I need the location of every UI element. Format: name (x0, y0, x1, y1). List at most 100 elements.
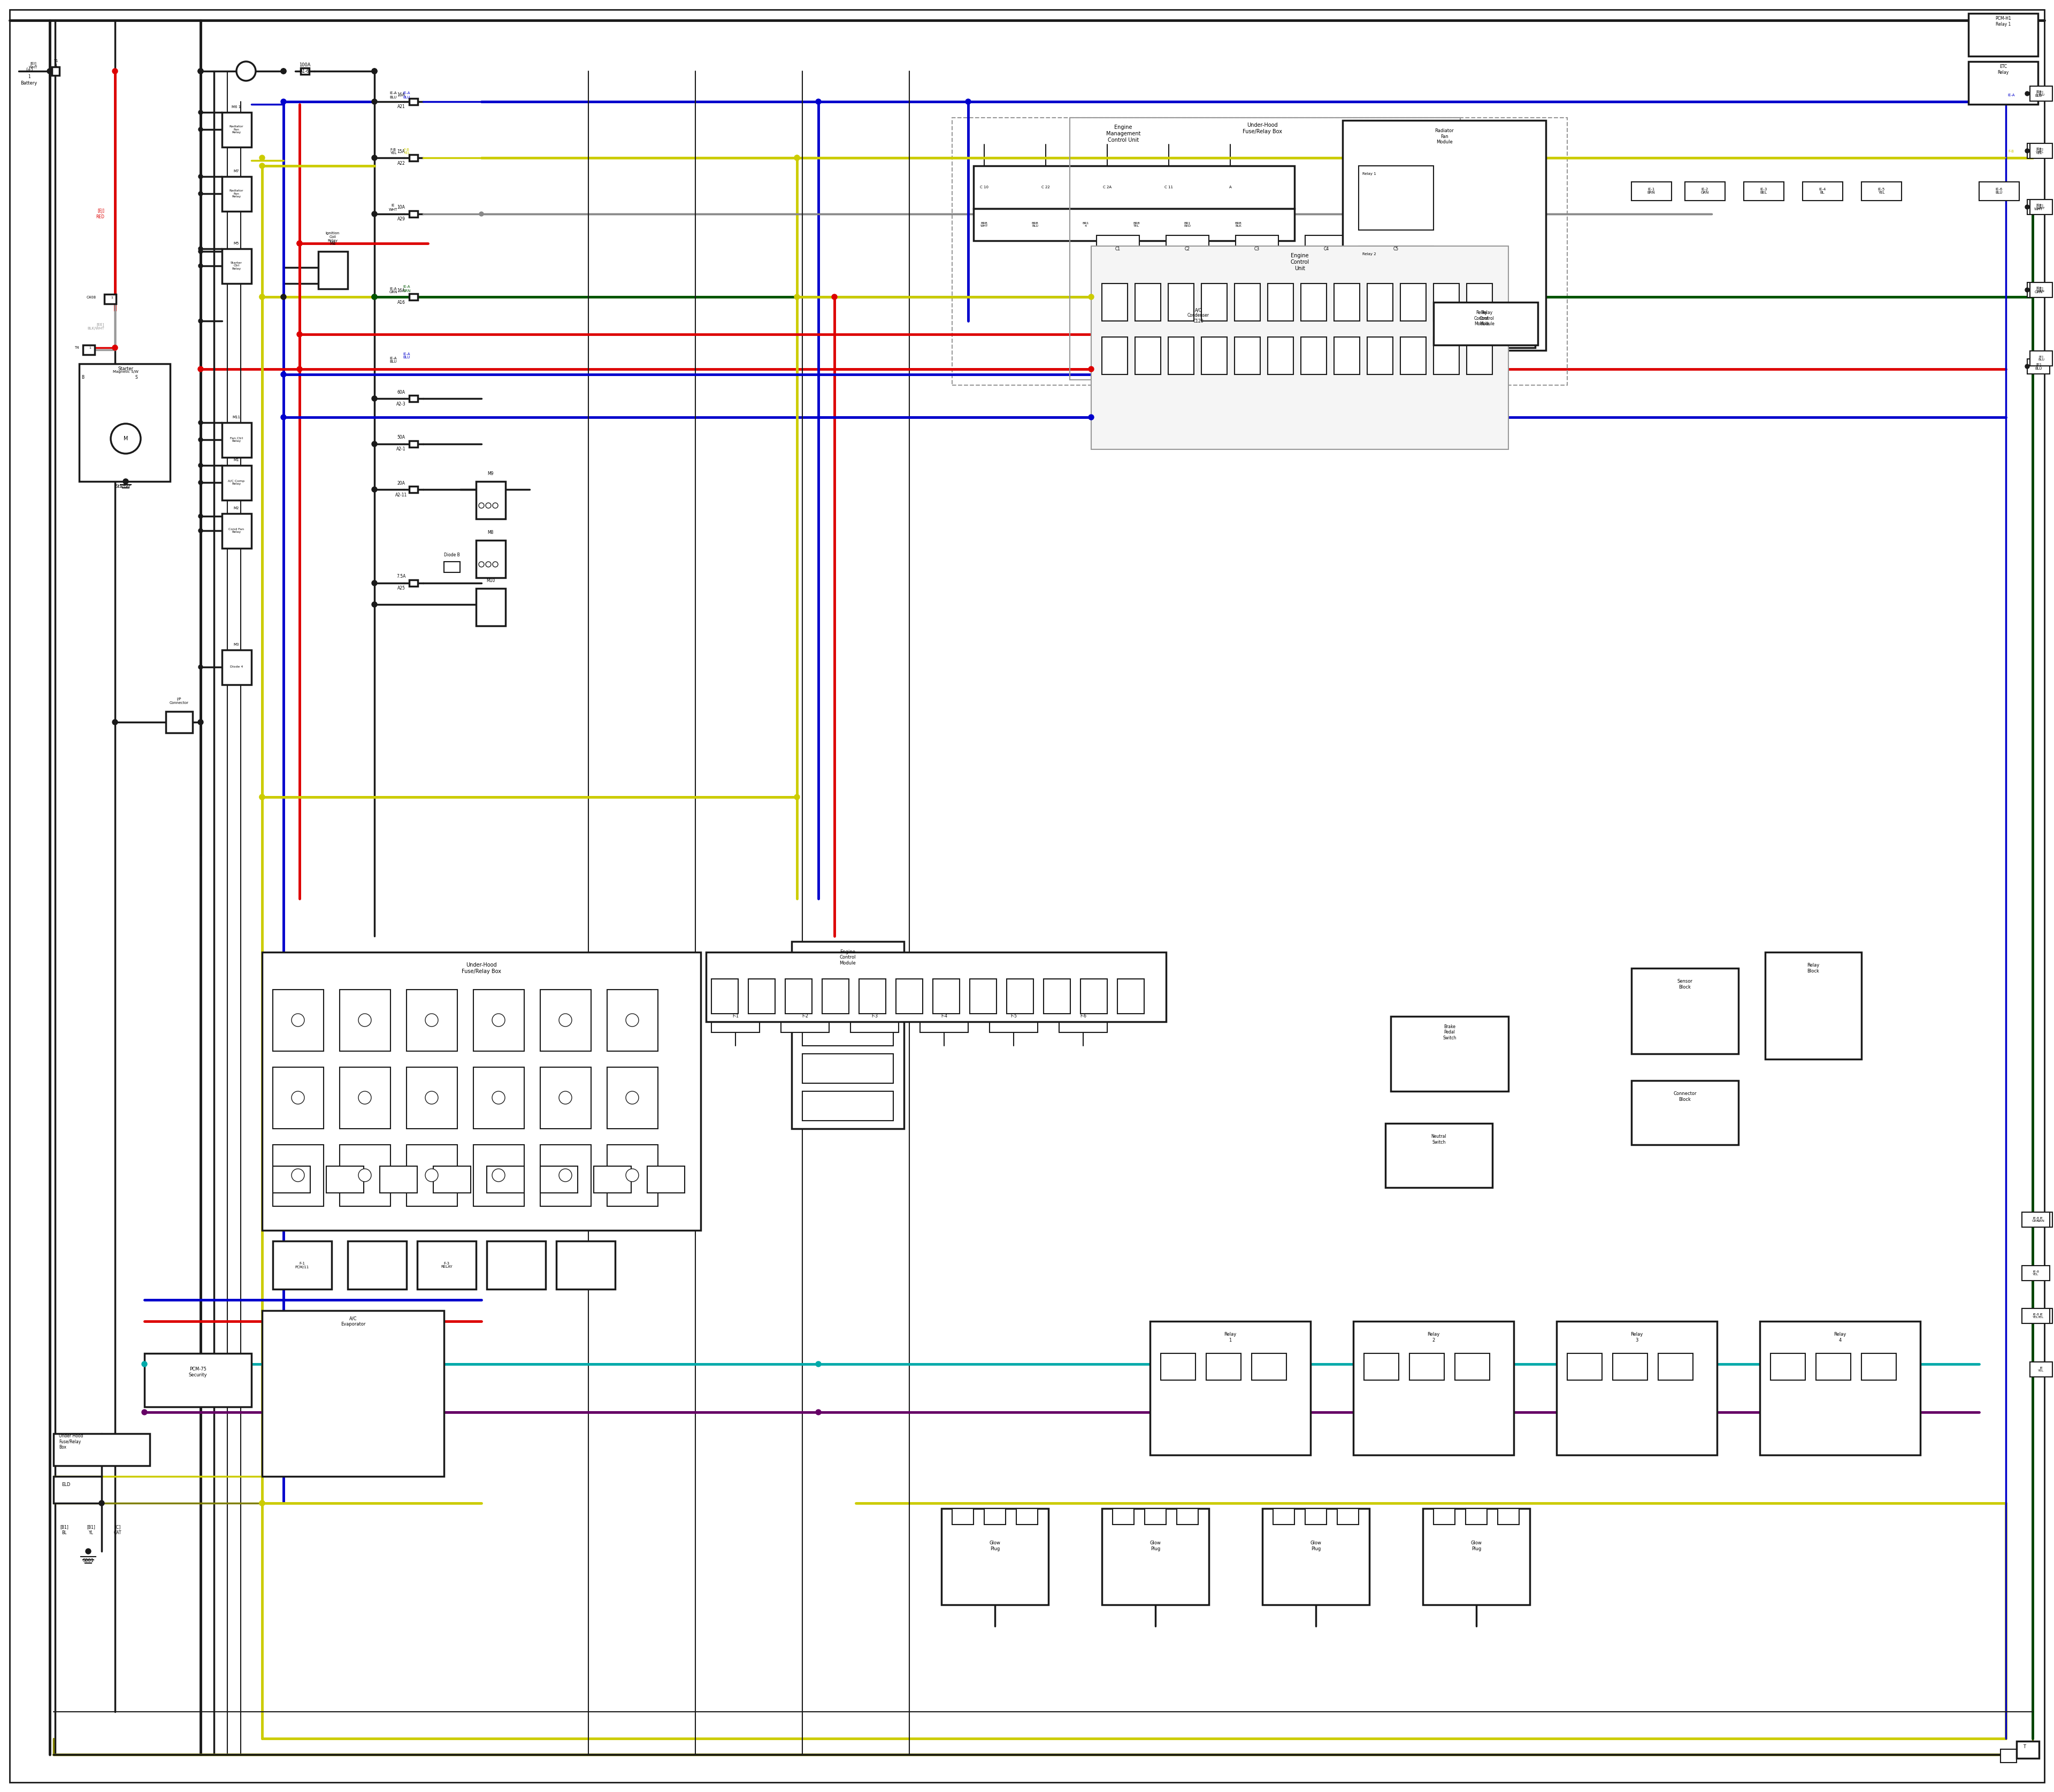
Text: Engine
Control
Module: Engine Control Module (840, 950, 857, 966)
Bar (1358, 167, 1434, 229)
Bar (1631, 181, 1672, 201)
Bar (1202, 337, 1226, 375)
Bar (222, 113, 251, 147)
Text: M1: M1 (234, 459, 238, 462)
Text: [E]
BLU: [E] BLU (2038, 91, 2044, 97)
Circle shape (372, 99, 378, 104)
Text: M6 1: M6 1 (232, 106, 240, 109)
Bar (803, 978, 893, 1009)
Bar (222, 249, 251, 283)
Text: Diode B: Diode B (444, 554, 460, 557)
Bar (1434, 337, 1458, 375)
Bar (1177, 1509, 1197, 1525)
Bar (1658, 1353, 1692, 1380)
Bar (2029, 86, 2052, 100)
Circle shape (1089, 366, 1095, 371)
Text: Cond Fan
Relay: Cond Fan Relay (228, 529, 244, 534)
Bar (647, 1167, 684, 1193)
Bar (1368, 337, 1393, 375)
Circle shape (281, 294, 286, 299)
Text: A22: A22 (396, 161, 405, 165)
Bar (1968, 61, 2038, 104)
Bar (711, 978, 737, 1014)
Text: Radiator
Fan
Relay: Radiator Fan Relay (230, 190, 244, 199)
Bar (2029, 351, 2052, 366)
Text: PCM-H1
Relay 1: PCM-H1 Relay 1 (1994, 16, 2011, 27)
Text: Relay
Control
Module: Relay Control Module (1475, 310, 1489, 326)
Circle shape (815, 99, 822, 104)
Circle shape (259, 794, 265, 799)
Bar (1364, 1353, 1399, 1380)
Circle shape (236, 61, 255, 81)
Bar (822, 978, 848, 1014)
Bar (1401, 283, 1425, 321)
Text: B: B (82, 375, 84, 380)
Text: C 2A: C 2A (1103, 186, 1111, 188)
Text: M3: M3 (234, 643, 238, 647)
Bar (222, 514, 251, 548)
Bar (1070, 118, 1460, 380)
Bar (1304, 235, 1347, 262)
Bar (1567, 1353, 1602, 1380)
Bar (1150, 1321, 1310, 1455)
Circle shape (113, 68, 117, 73)
Circle shape (259, 294, 265, 299)
Text: A/C
Evaporator: A/C Evaporator (341, 1315, 366, 1326)
Text: 16A: 16A (396, 93, 405, 97)
Bar (1333, 283, 1360, 321)
Circle shape (113, 346, 117, 351)
Bar (1612, 1353, 1647, 1380)
Text: IE-6
BLU: IE-6 BLU (1994, 188, 2003, 195)
Circle shape (197, 719, 203, 724)
Bar (984, 1509, 1006, 1525)
Text: A2-1: A2-1 (396, 446, 407, 452)
Bar (1428, 305, 1534, 348)
Bar (1101, 337, 1128, 375)
Bar (1980, 181, 2019, 201)
Text: M5: M5 (234, 242, 238, 246)
Text: Engine
Management
Control Unit: Engine Management Control Unit (1105, 125, 1140, 143)
Bar (409, 396, 417, 401)
Bar (1267, 337, 1294, 375)
Bar (2029, 1308, 2052, 1324)
Bar (444, 561, 460, 572)
Bar (748, 978, 774, 1014)
Circle shape (259, 1500, 265, 1505)
Bar (1968, 13, 2038, 56)
Circle shape (259, 294, 265, 299)
Text: Glow
Plug: Glow Plug (1471, 1541, 1481, 1552)
Bar (1391, 1016, 1508, 1091)
Circle shape (199, 319, 203, 323)
Text: C1: C1 (1115, 246, 1121, 251)
Bar (1144, 1509, 1167, 1525)
Bar (974, 167, 1294, 208)
Bar (472, 1145, 524, 1206)
Bar (409, 294, 417, 299)
Circle shape (99, 1500, 105, 1505)
Circle shape (199, 665, 203, 668)
Circle shape (142, 1362, 148, 1367)
Bar (781, 1000, 830, 1032)
Bar (791, 941, 904, 1129)
Circle shape (372, 487, 378, 493)
Circle shape (281, 371, 286, 376)
Bar (273, 1145, 325, 1206)
Text: BRB
BLU: BRB BLU (1031, 222, 1039, 228)
Text: Relay 1: Relay 1 (1362, 172, 1376, 176)
Text: M11: M11 (232, 416, 240, 419)
Circle shape (199, 437, 203, 443)
Circle shape (357, 1091, 372, 1104)
Text: [E]
GRN: [E] GRN (2038, 287, 2046, 292)
Text: M7: M7 (234, 170, 238, 172)
Text: Relay 2: Relay 2 (1362, 253, 1376, 256)
Circle shape (372, 441, 378, 446)
Bar (1358, 246, 1434, 310)
Bar (1101, 1509, 1210, 1606)
Text: Relay
3: Relay 3 (1631, 1331, 1643, 1342)
Circle shape (292, 1014, 304, 1027)
Circle shape (197, 68, 203, 73)
Bar (859, 978, 885, 1014)
Bar (80, 364, 170, 482)
Text: [E]
BLU: [E] BLU (2036, 90, 2042, 97)
Text: Under-Hood
Fuse/Relay Box: Under-Hood Fuse/Relay Box (1243, 122, 1282, 134)
